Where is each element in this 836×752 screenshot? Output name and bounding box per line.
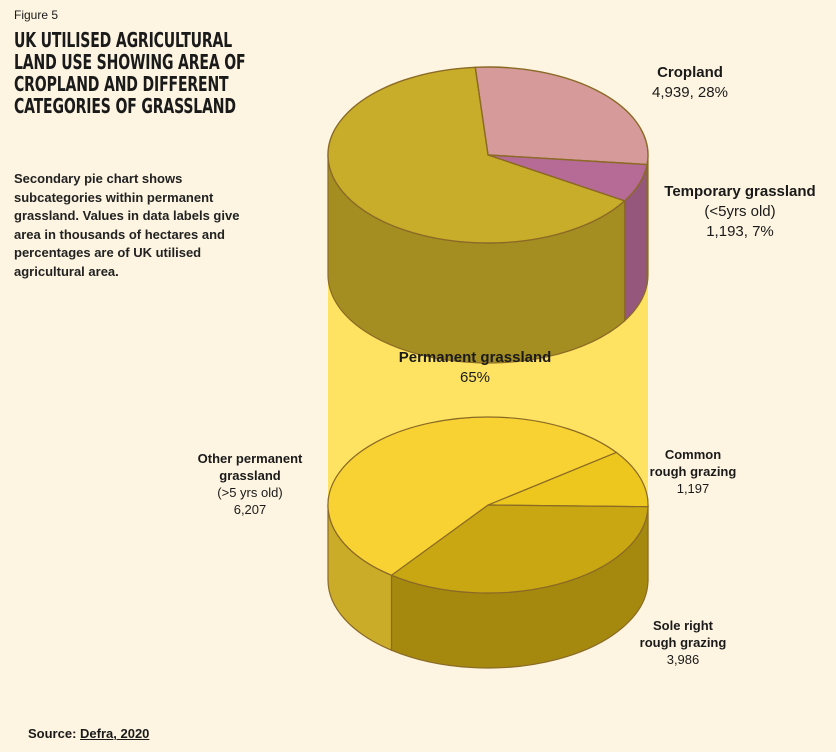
label-temporary-name: Temporary grassland bbox=[664, 183, 816, 200]
source-note: Source: Defra, 2020 bbox=[28, 726, 149, 741]
slice-cropland bbox=[474, 66, 649, 166]
chart-subtitle: Secondary pie chart shows subcategories … bbox=[14, 171, 240, 279]
label-permanent-grassland: Permanent grassland 65% bbox=[370, 348, 580, 388]
label-common-name-2: rough grazing bbox=[649, 464, 737, 479]
label-common-name-1: Common bbox=[664, 447, 722, 462]
label-common-value: 1,197 bbox=[676, 481, 710, 496]
source-link[interactable]: Defra, 2020 bbox=[80, 726, 150, 741]
label-other-value: 6,207 bbox=[233, 502, 267, 517]
label-other-permanent: Other permanent grassland (>5 yrs old) 6… bbox=[170, 450, 330, 518]
source-prefix: Source: bbox=[28, 726, 77, 741]
chart-title: UK UTILISED AGRICULTURAL LAND USE SHOWIN… bbox=[14, 28, 246, 118]
label-sole-right-rough-grazing: Sole right rough grazing 3,986 bbox=[618, 617, 748, 668]
slice-permanent-grassland bbox=[327, 66, 626, 244]
figure-label: Figure 5 bbox=[14, 8, 59, 22]
label-sole-value: 3,986 bbox=[666, 652, 700, 667]
slice-top-other-permanent-grassland bbox=[327, 416, 618, 576]
label-cropland-value: 4,939, 28% bbox=[652, 84, 728, 101]
label-common-rough-grazing: Common rough grazing 1,197 bbox=[628, 446, 758, 497]
slice-top-sole-right-rough-grazing bbox=[390, 504, 649, 594]
label-temporary-qualifier: (<5yrs old) bbox=[704, 203, 776, 220]
label-temporary-grassland: Temporary grassland (<5yrs old) 1,193, 7… bbox=[656, 182, 824, 242]
label-permanent-value: 65% bbox=[459, 369, 491, 386]
label-other-qualifier: (>5 yrs old) bbox=[217, 485, 283, 500]
label-sole-name-2: rough grazing bbox=[639, 635, 727, 650]
label-temporary-value: 1,193, 7% bbox=[706, 223, 774, 240]
label-sole-name-1: Sole right bbox=[653, 618, 713, 633]
label-cropland: Cropland 4,939, 28% bbox=[610, 63, 770, 103]
label-cropland-name: Cropland bbox=[657, 64, 723, 81]
label-other-name: Other permanent grassland bbox=[197, 451, 303, 483]
slice-top-common-rough-grazing bbox=[487, 451, 649, 508]
label-permanent-name: Permanent grassland bbox=[398, 349, 552, 366]
